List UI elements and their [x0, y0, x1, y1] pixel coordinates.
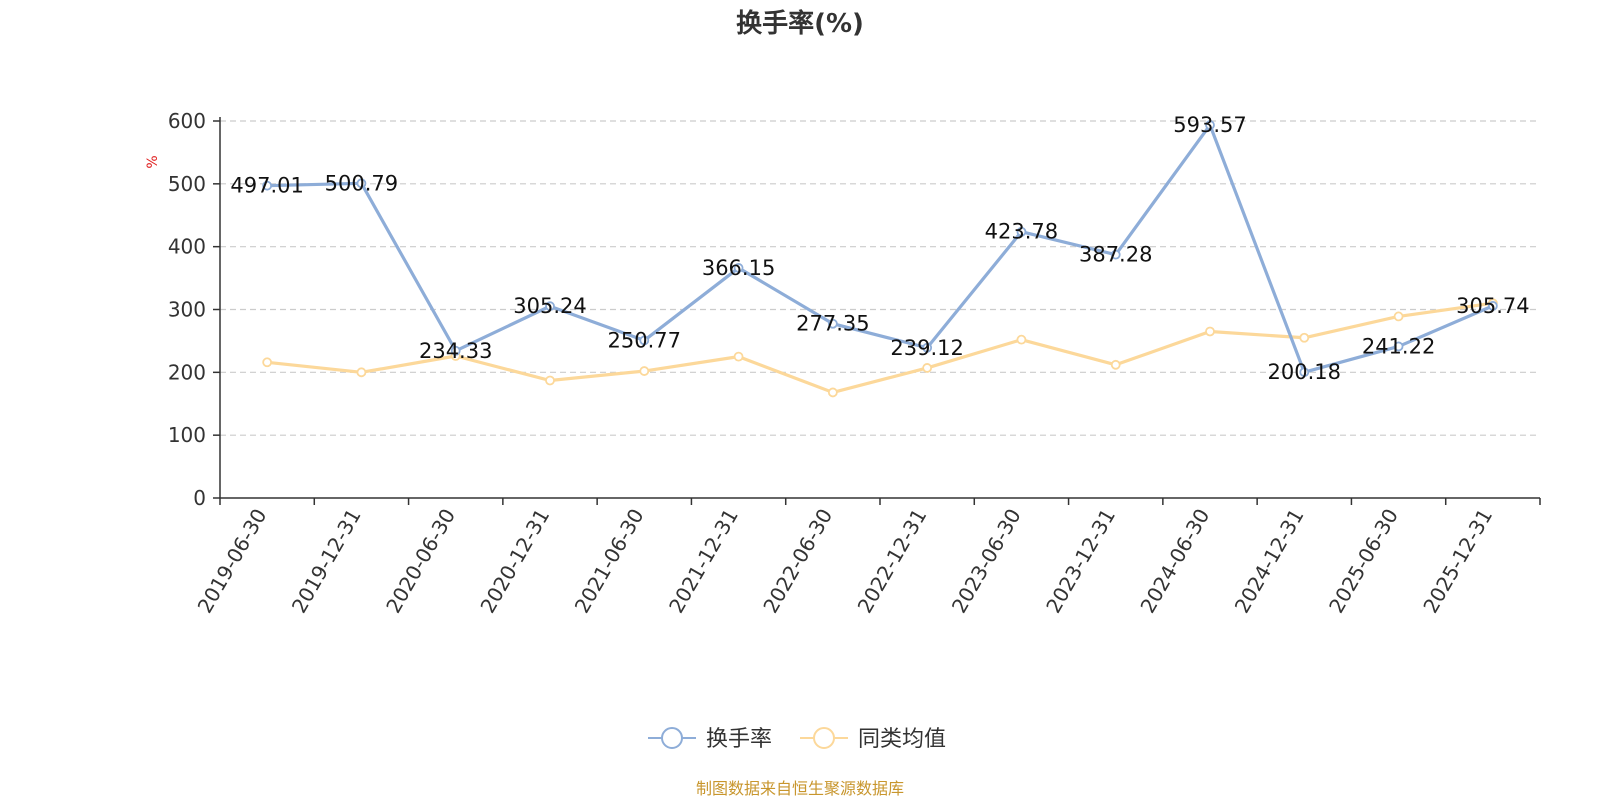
- point-peer-average-2022-06-30: [827, 387, 838, 398]
- data-label-2025-12-31: 305.74: [1456, 294, 1529, 318]
- point-peer-average-2021-06-30: [639, 366, 650, 376]
- gridlines: [220, 120, 1540, 436]
- y-tick-label-200: 200: [168, 360, 206, 384]
- point-peer-average-2021-12-31: [733, 351, 744, 362]
- point-turnover-2019-12-31: [356, 178, 367, 189]
- x-tick-label-2019-12-31: 2019-12-31: [287, 505, 366, 618]
- point-peer-average-2020-12-31: [545, 375, 555, 386]
- point-turnover-2023-12-31: [1110, 249, 1121, 260]
- y-axis-unit: %: [145, 155, 161, 168]
- data-label-2021-12-31: 366.15: [702, 256, 775, 280]
- legend-marker-turnover-icon: [661, 727, 683, 749]
- x-tick-label-2021-12-31: 2021-12-31: [664, 505, 743, 618]
- data-labels: 497.01 500.79 234.33 305.24 250.77 366.15 277.…: [230, 113, 1529, 384]
- data-label-2023-06-30: 423.78: [985, 220, 1058, 244]
- point-peer-average-2019-12-31: [356, 367, 367, 378]
- point-turnover-2020-12-31: [545, 301, 555, 312]
- y-tick-label-500: 500: [168, 172, 206, 196]
- series-layer: [262, 120, 1498, 398]
- x-tick-label-2025-12-31: 2025-12-31: [1418, 505, 1497, 618]
- point-turnover-2024-06-30: [1205, 120, 1215, 130]
- data-label-2019-06-30: 497.01: [230, 174, 303, 198]
- point-turnover-2019-06-30: [262, 180, 273, 191]
- x-tick-label-2023-06-30: 2023-06-30: [947, 505, 1026, 618]
- point-peer-average-2019-06-30: [262, 357, 273, 368]
- y-tick-label-0: 0: [193, 486, 206, 510]
- point-peer-average-2024-06-30: [1205, 326, 1215, 337]
- point-turnover-2022-12-31: [922, 342, 933, 353]
- data-label-2024-06-30: 593.57: [1173, 113, 1246, 137]
- x-tick-label-2023-12-31: 2023-12-31: [1041, 505, 1120, 618]
- data-label-2022-06-30: 277.35: [796, 312, 869, 336]
- point-turnover-2020-06-30: [450, 345, 461, 356]
- point-turnover-2025-06-30: [1393, 341, 1404, 352]
- point-turnover-2021-12-31: [733, 263, 744, 273]
- point-peer-average-2025-06-30: [1393, 311, 1404, 322]
- data-label-2021-06-30: 250.77: [608, 328, 681, 352]
- series-line-turnover: [267, 123, 1494, 374]
- point-turnover-2025-12-31: [1487, 300, 1498, 311]
- point-peer-average-2024-12-31: [1299, 332, 1310, 343]
- x-tick-label-2022-06-30: 2022-06-30: [758, 505, 837, 618]
- x-tick-label-2024-06-30: 2024-06-30: [1135, 505, 1214, 618]
- legend-label-turnover: 换手率: [706, 727, 772, 752]
- point-turnover-2021-06-30: [639, 335, 650, 346]
- data-label-2023-12-31: 387.28: [1079, 243, 1152, 267]
- point-turnover-2024-12-31: [1299, 367, 1310, 378]
- y-tick-label-400: 400: [168, 235, 206, 259]
- legend-marker-peer-average-icon: [813, 727, 835, 749]
- x-axis-ticks: 2019-06-30 2019-12-31 2020-06-30 2020-12-31…: [193, 498, 1541, 618]
- legend[interactable]: 换手率 同类均值: [648, 727, 946, 752]
- x-tick-label-2020-06-30: 2020-06-30: [381, 505, 460, 618]
- point-peer-average-2023-06-30: [1016, 334, 1027, 345]
- y-axis-ticks: 0 100 200 300 400 500 600: [168, 109, 220, 510]
- y-tick-label-100: 100: [168, 423, 206, 447]
- point-turnover-2023-06-30: [1016, 226, 1027, 237]
- series-line-peer-average: [266, 301, 1494, 395]
- x-tick-label-2020-12-31: 2020-12-31: [475, 505, 554, 618]
- source-note: 制图数据来自恒生聚源数据库: [696, 779, 904, 798]
- chart-title: 换手率(%): [736, 8, 864, 39]
- axes: [219, 117, 1540, 499]
- x-tick-label-2022-12-31: 2022-12-31: [853, 504, 932, 617]
- legend-label-peer-average: 同类均值: [858, 727, 946, 752]
- data-label-2020-12-31: 305.24: [513, 294, 586, 318]
- y-tick-label-600: 600: [168, 109, 206, 133]
- data-label-2024-12-31: 200.18: [1268, 360, 1341, 384]
- x-tick-label-2019-06-30: 2019-06-30: [193, 505, 272, 618]
- point-turnover-2022-06-30: [827, 318, 838, 329]
- y-tick-label-300: 300: [168, 298, 206, 322]
- x-tick-label-2024-12-31: 2024-12-31: [1230, 505, 1309, 618]
- x-tick-label-2021-06-30: 2021-06-30: [570, 505, 649, 618]
- point-peer-average-2022-12-31: [922, 363, 933, 373]
- data-label-2019-12-31: 500.79: [325, 171, 398, 195]
- legend-item-turnover[interactable]: 换手率: [648, 727, 772, 752]
- point-peer-average-2023-12-31: [1110, 359, 1121, 370]
- data-label-2020-06-30: 234.33: [419, 339, 492, 363]
- data-label-2025-06-30: 241.22: [1362, 334, 1435, 358]
- x-tick-label-2025-06-30: 2025-06-30: [1324, 505, 1403, 618]
- legend-item-peer-average[interactable]: 同类均值: [800, 727, 946, 752]
- data-label-2022-12-31: 239.12: [890, 336, 963, 360]
